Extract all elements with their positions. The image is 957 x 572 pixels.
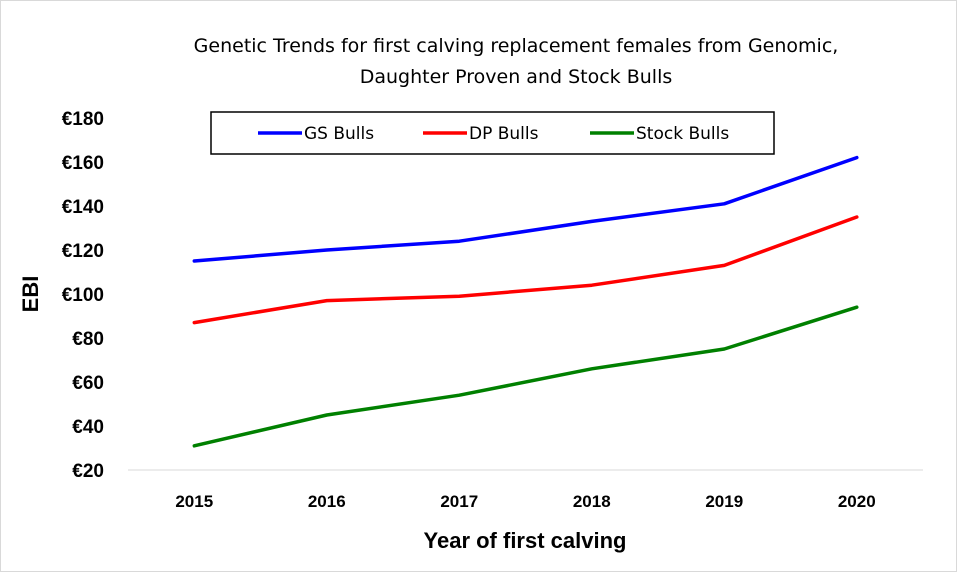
x-axis-label: Year of first calving: [424, 528, 627, 553]
x-tick-label: 2020: [838, 492, 876, 511]
legend-label-stock-bulls: Stock Bulls: [636, 124, 729, 144]
y-tick-label: €180: [62, 109, 104, 130]
legend-label-dp-bulls: DP Bulls: [469, 124, 539, 144]
y-tick-label: €120: [62, 241, 104, 262]
y-tick-label: €140: [62, 197, 104, 218]
y-axis-label: EBI: [18, 276, 43, 313]
y-tick-label: €40: [72, 417, 104, 438]
y-tick-label: €100: [62, 285, 104, 306]
y-tick-label: €60: [72, 373, 104, 394]
chart-title-line-2: Daughter Proven and Stock Bulls: [360, 66, 673, 88]
legend-box: [210, 111, 775, 155]
x-axis-ticks: 2015 2016 2017 2018 2019 2020: [175, 492, 875, 511]
x-tick-label: 2015: [175, 492, 213, 511]
series-line-gs-bulls: [192, 155, 859, 263]
legend: GS Bulls DP Bulls Stock Bulls: [210, 111, 775, 155]
y-tick-label: €160: [62, 153, 104, 174]
y-tick-label: €80: [72, 329, 104, 350]
y-tick-label: €20: [72, 461, 104, 482]
series-lines: [192, 155, 859, 448]
x-tick-label: 2017: [440, 492, 478, 511]
y-axis-ticks: €20 €40 €60 €80 €100 €120 €140 €160 €180: [62, 109, 104, 482]
series-line-stock-bulls: [192, 305, 859, 448]
chart-title-line-1: Genetic Trends for first calving replace…: [194, 35, 839, 57]
x-tick-label: 2016: [308, 492, 346, 511]
x-tick-label: 2018: [573, 492, 611, 511]
legend-label-gs-bulls: GS Bulls: [304, 124, 374, 144]
series-line-dp-bulls: [192, 215, 859, 325]
x-tick-label: 2019: [705, 492, 743, 511]
